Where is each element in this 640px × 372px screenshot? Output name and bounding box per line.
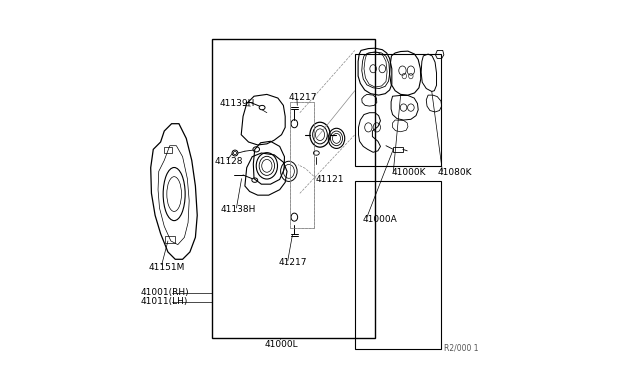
Text: 41011(LH): 41011(LH) xyxy=(140,297,188,306)
Text: 41001(RH): 41001(RH) xyxy=(140,288,189,297)
Bar xyxy=(392,147,403,151)
Text: 41217: 41217 xyxy=(279,259,307,267)
Bar xyxy=(212,39,375,338)
Bar xyxy=(165,236,175,243)
Text: 41151M: 41151M xyxy=(148,263,185,272)
Text: 41138H: 41138H xyxy=(220,205,256,214)
Text: 41121: 41121 xyxy=(316,175,344,184)
Text: 41000A: 41000A xyxy=(363,215,397,224)
Bar xyxy=(164,147,172,153)
Bar xyxy=(290,102,314,228)
Text: 41217: 41217 xyxy=(289,93,317,102)
Text: R2/000 1: R2/000 1 xyxy=(444,343,478,352)
Text: 41139H: 41139H xyxy=(220,99,255,108)
Bar xyxy=(355,180,441,349)
Text: 41080K: 41080K xyxy=(438,168,472,177)
Text: 41128: 41128 xyxy=(214,157,243,166)
Bar xyxy=(355,54,441,166)
Text: 41000K: 41000K xyxy=(392,168,426,177)
Text: 41000L: 41000L xyxy=(265,340,299,349)
